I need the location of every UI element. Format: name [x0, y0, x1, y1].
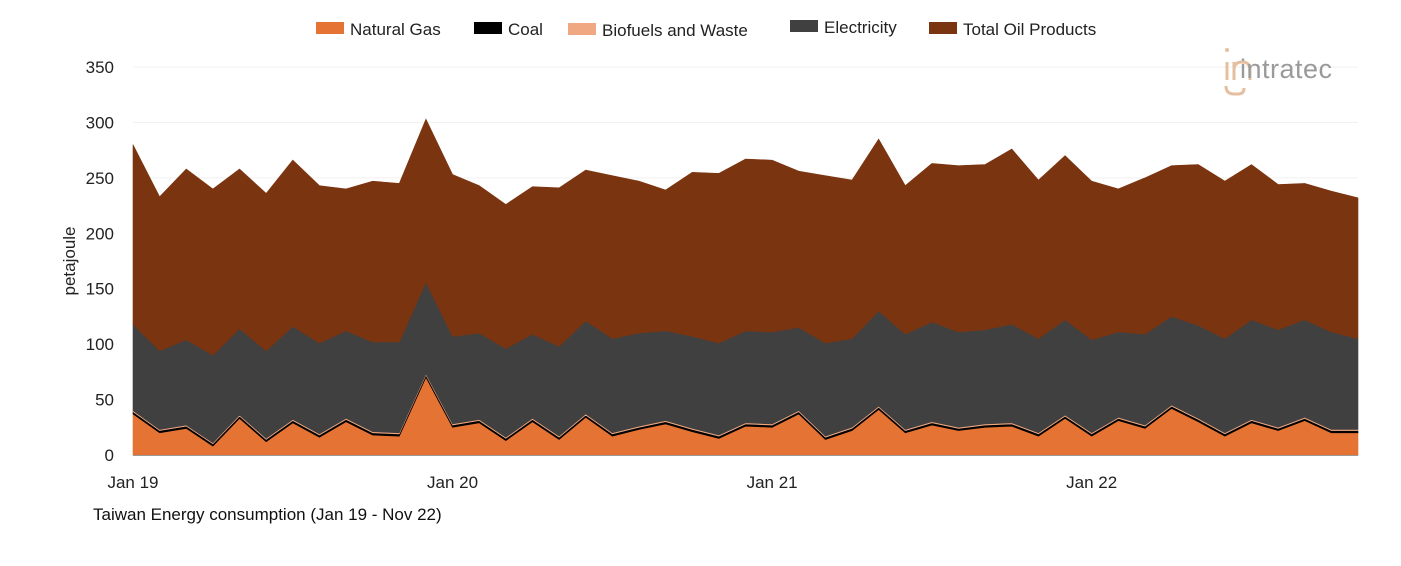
- y-tick-label: 300: [86, 113, 114, 132]
- y-tick-label: 50: [95, 391, 114, 410]
- legend-swatch: [790, 20, 818, 32]
- y-tick-label: 350: [86, 58, 114, 77]
- legend-label: Electricity: [824, 18, 897, 37]
- legend-item: Coal: [474, 20, 543, 39]
- area-total-oil-products: [132, 118, 1359, 356]
- legend-label: Biofuels and Waste: [602, 21, 748, 40]
- y-tick-label: 250: [86, 169, 114, 188]
- legend-swatch: [474, 22, 502, 34]
- y-tick-label: 150: [86, 280, 114, 299]
- y-axis: 0 50 100 150 200 250 300 350: [86, 58, 114, 465]
- x-tick-label: Jan 21: [747, 473, 798, 492]
- legend-label: Total Oil Products: [963, 20, 1096, 39]
- series-areas: [132, 118, 1359, 456]
- x-axis: Jan 19 Jan 20 Jan 21 Jan 22: [107, 455, 1358, 492]
- legend-swatch: [929, 22, 957, 34]
- legend-item: Biofuels and Waste: [568, 21, 748, 40]
- legend-swatch: [568, 23, 596, 35]
- legend: Natural Gas Coal Biofuels and Waste Electri…: [316, 18, 1096, 40]
- x-tick-label: Jan 20: [427, 473, 478, 492]
- y-axis-label: petajoule: [60, 226, 79, 295]
- x-tick-label: Jan 19: [107, 473, 158, 492]
- legend-item: Electricity: [790, 18, 897, 37]
- intratec-logo: intratec: [1224, 48, 1333, 96]
- legend-item: Total Oil Products: [929, 20, 1096, 39]
- y-tick-label: 0: [105, 446, 114, 465]
- legend-label: Natural Gas: [350, 20, 441, 39]
- y-tick-label: 100: [86, 335, 114, 354]
- legend-swatch: [316, 22, 344, 34]
- y-tick-label: 200: [86, 224, 114, 243]
- x-tick-label: Jan 22: [1066, 473, 1117, 492]
- legend-item: Natural Gas: [316, 20, 441, 39]
- logo-mark-icon: [1224, 48, 1252, 96]
- chart-title: Taiwan Energy consumption (Jan 19 - Nov …: [93, 505, 442, 524]
- logo-text: intratec: [1240, 54, 1333, 84]
- legend-label: Coal: [508, 20, 543, 39]
